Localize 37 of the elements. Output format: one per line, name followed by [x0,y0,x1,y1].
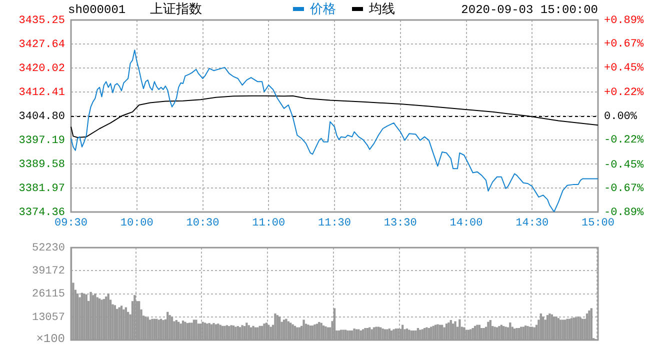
y-tick-label: 13057 [32,312,65,324]
y2-tick-label: 0.00% [604,110,638,123]
x-tick-label: 09:30 [54,218,88,230]
x-tick-label: 13:30 [384,218,417,230]
y-tick-label: 3397.19 [18,134,65,147]
y2-tick-label: -0.67% [604,183,644,196]
legend-label: 均线 [369,2,395,17]
y-tick-label: 3404.80 [18,110,65,123]
x-tick-label: 11:00 [252,218,286,230]
y-tick-label: 3374.36 [18,206,65,219]
y2-tick-label: +0.89% [604,14,644,27]
x-tick-label: 10:00 [120,218,154,230]
text: 2020-09-03 15:00:00 [461,2,598,19]
x-tick-label: 14:00 [450,218,483,230]
y2-tick-label: +0.45% [604,62,644,74]
y2-tick-label: -0.22% [604,134,644,147]
y-tick-label: 3420.02 [18,62,65,75]
text: sh000001 [68,2,126,19]
legend-label: 价格 [310,2,336,17]
y-tick-label: 3435.25 [18,14,65,27]
y-tick-label: 26115 [32,288,65,301]
y-tick-label: 3389.58 [18,158,65,171]
y2-tick-label: -0.45% [604,159,644,172]
x-tick-label: 14:30 [516,218,549,230]
y-tick-label: 3412.41 [18,86,66,99]
x-tick-label: 10:30 [186,218,220,230]
y-tick-label: 52230 [32,242,65,255]
y2-tick-label: +0.22% [604,87,644,100]
x-tick-label: 15:00 [581,218,615,230]
y-axis-title: ×100 [36,331,65,348]
y2-tick-label: +0.67% [604,38,644,51]
chart-title: 上证指数 [150,1,202,19]
y-tick-label: 3427.64 [18,38,66,51]
y-tick-label: 39172 [32,266,65,278]
y-tick-label: 3381.97 [18,182,65,195]
x-tick-label: 11:30 [318,218,352,230]
y2-tick-label: -0.89% [604,206,644,219]
